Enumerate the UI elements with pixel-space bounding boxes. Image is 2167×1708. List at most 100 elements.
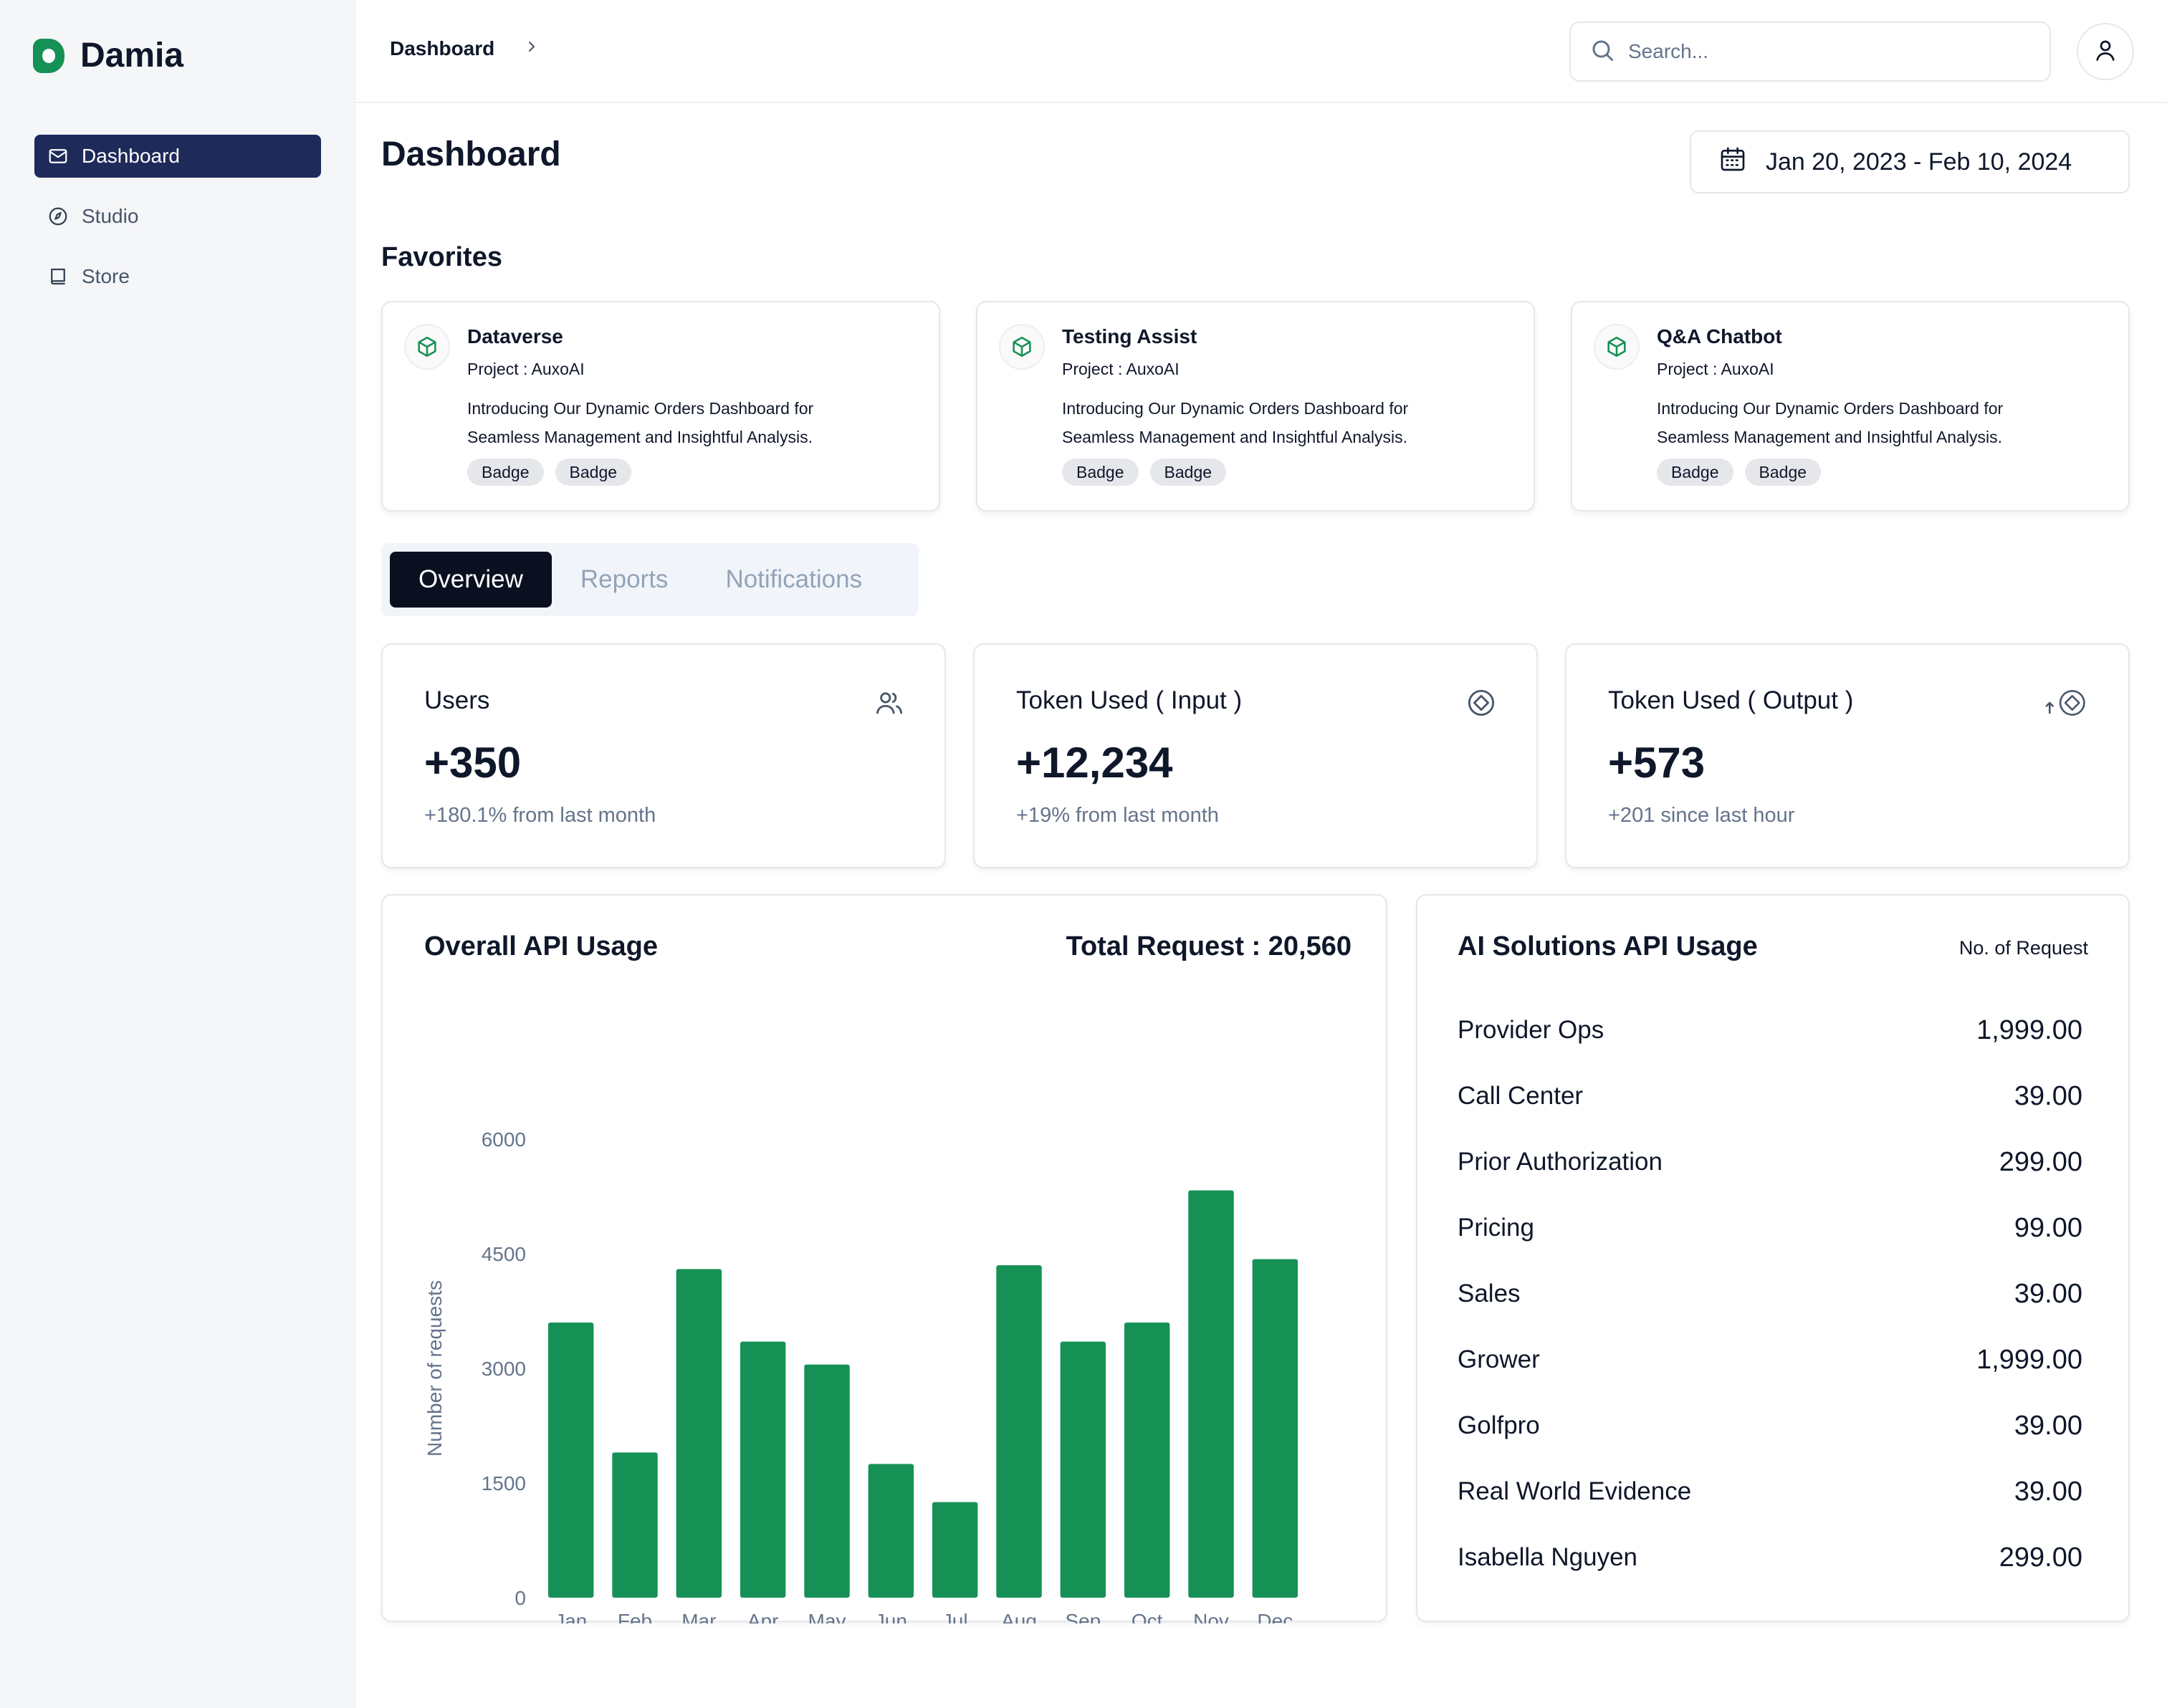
page-title: Dashboard [381,135,561,173]
logo[interactable]: Damia [33,36,183,75]
studio-icon [47,206,69,227]
stat-change: +19% from last month [1016,804,1219,827]
list-item[interactable]: Golfpro 39.00 [1458,1393,2085,1459]
solution-name: Isabella Nguyen [1458,1543,1637,1571]
x-tick-label: Sep [1065,1610,1101,1623]
solution-value: 39.00 [2014,1080,2082,1111]
search-icon [1589,37,1615,67]
x-tick-label: Jun [875,1610,907,1623]
favorite-card[interactable]: Testing Assist Project : AuxoAI Introduc… [976,301,1535,512]
user-avatar-button[interactable] [2077,23,2134,80]
calendar-icon [1718,145,1747,180]
solution-name: Call Center [1458,1082,1584,1110]
bar [547,1323,594,1598]
x-tick-label: Dec [1257,1610,1293,1623]
x-tick-label: Oct [1132,1610,1163,1623]
favorite-card[interactable]: Q&A Chatbot Project : AuxoAI Introducing… [1571,301,2130,512]
x-tick-label: Aug [1001,1610,1037,1623]
x-tick-label: Jul [942,1610,968,1623]
solution-value: 39.00 [2014,1476,2082,1507]
solution-value: 299.00 [1999,1146,2082,1177]
favorite-project: Project : AuxoAI [1657,360,1774,378]
list-item[interactable]: Prior Authorization 299.00 [1458,1129,2085,1195]
token-input-icon [1466,688,1496,718]
solution-value: 299.00 [1999,1542,2082,1573]
users-icon [874,688,904,718]
solution-value: 1,999.00 [1976,1344,2082,1375]
bar [612,1452,658,1598]
breadcrumb-item[interactable]: Dashboard [390,37,495,59]
date-range-picker[interactable]: Jan 20, 2023 - Feb 10, 2024 [1690,130,2130,193]
bar [1252,1259,1298,1598]
description-line: Introducing Our Dynamic Orders Dashboard… [1657,399,2004,418]
solution-name: Sales [1458,1280,1521,1308]
list-item[interactable]: Call Center 39.00 [1458,1063,2085,1129]
sidebar: Damia Dashboard Studio Store [0,0,355,1708]
sidebar-item-label: Store [82,265,130,287]
stat-change: +180.1% from last month [424,804,656,827]
y-tick-label: 6000 [482,1128,526,1151]
favorite-name: Testing Assist [1062,325,1197,347]
search-input[interactable] [1628,40,2015,63]
sidebar-item-label: Studio [82,205,139,227]
sidebar-item-store[interactable]: Store [34,255,321,298]
user-icon [2092,37,2118,67]
list-item[interactable]: Provider Ops 1,999.00 [1458,997,2085,1063]
solutions-list: Provider Ops 1,999.00 Call Center 39.00 Pr… [1458,997,2085,1591]
stat-value: +350 [424,739,522,787]
solution-name: Real World Evidence [1458,1477,1692,1505]
badge: Badge [1657,459,1733,486]
bar [740,1341,786,1598]
x-tick-label: Nov [1193,1610,1229,1623]
x-tick-label: Mar [681,1610,716,1623]
list-item[interactable]: Sales 39.00 [1458,1261,2085,1327]
favorite-card[interactable]: Dataverse Project : AuxoAI Introducing O… [381,301,940,512]
tab-overview[interactable]: Overview [390,552,552,608]
date-range-text: Jan 20, 2023 - Feb 10, 2024 [1766,148,2072,176]
solution-value: 99.00 [2014,1212,2082,1243]
stat-value: +573 [1608,739,1706,787]
cube-icon [999,324,1045,370]
y-tick-label: 4500 [482,1243,526,1265]
solution-value: 1,999.00 [1976,1014,2082,1045]
badge-group: Badge Badge [1657,459,1822,486]
breadcrumb: Dashboard [390,37,540,60]
stat-value: +12,234 [1016,739,1173,787]
brand-name: Damia [80,37,184,75]
list-item[interactable]: Pricing 99.00 [1458,1195,2085,1261]
list-item[interactable]: Grower 1,999.00 [1458,1327,2085,1393]
favorites-title: Favorites [381,242,502,272]
description-line: Seamless Management and Insightful Analy… [1657,428,2002,446]
sidebar-item-studio[interactable]: Studio [34,195,321,238]
mail-icon [47,145,69,167]
favorite-project: Project : AuxoAI [467,360,585,378]
badge: Badge [467,459,544,486]
bar [996,1265,1042,1598]
stat-label: Token Used ( Output ) [1608,686,1854,714]
list-item[interactable]: Isabella Nguyen 299.00 [1458,1525,2085,1591]
y-tick-label: 0 [515,1587,526,1609]
badge: Badge [1062,459,1139,486]
sidebar-item-dashboard[interactable]: Dashboard [34,135,321,178]
solution-name: Provider Ops [1458,1016,1604,1044]
sidebar-item-label: Dashboard [82,145,180,167]
total-requests: Total Request : 20,560 [1066,931,1352,961]
stat-label: Users [424,686,490,714]
description-line: Seamless Management and Insightful Analy… [467,428,813,446]
x-tick-label: May [808,1610,846,1623]
y-tick-label: 3000 [482,1358,526,1380]
y-tick-label: 1500 [482,1472,526,1494]
tab-reports[interactable]: Reports [580,565,669,593]
solution-name: Prior Authorization [1458,1148,1663,1176]
stat-card-token-input: Token Used ( Input ) +12,234 +19% from l… [973,643,1538,868]
tab-notifications[interactable]: Notifications [725,565,863,593]
badge-group: Badge Badge [467,459,632,486]
description-line: Introducing Our Dynamic Orders Dashboard… [1062,399,1409,418]
list-item[interactable]: Real World Evidence 39.00 [1458,1459,2085,1525]
cube-icon [1594,324,1640,370]
sidebar-nav: Dashboard Studio Store [34,135,321,315]
search-box[interactable] [1569,21,2051,82]
chevron-right-icon [523,37,540,60]
badge: Badge [1149,459,1227,486]
